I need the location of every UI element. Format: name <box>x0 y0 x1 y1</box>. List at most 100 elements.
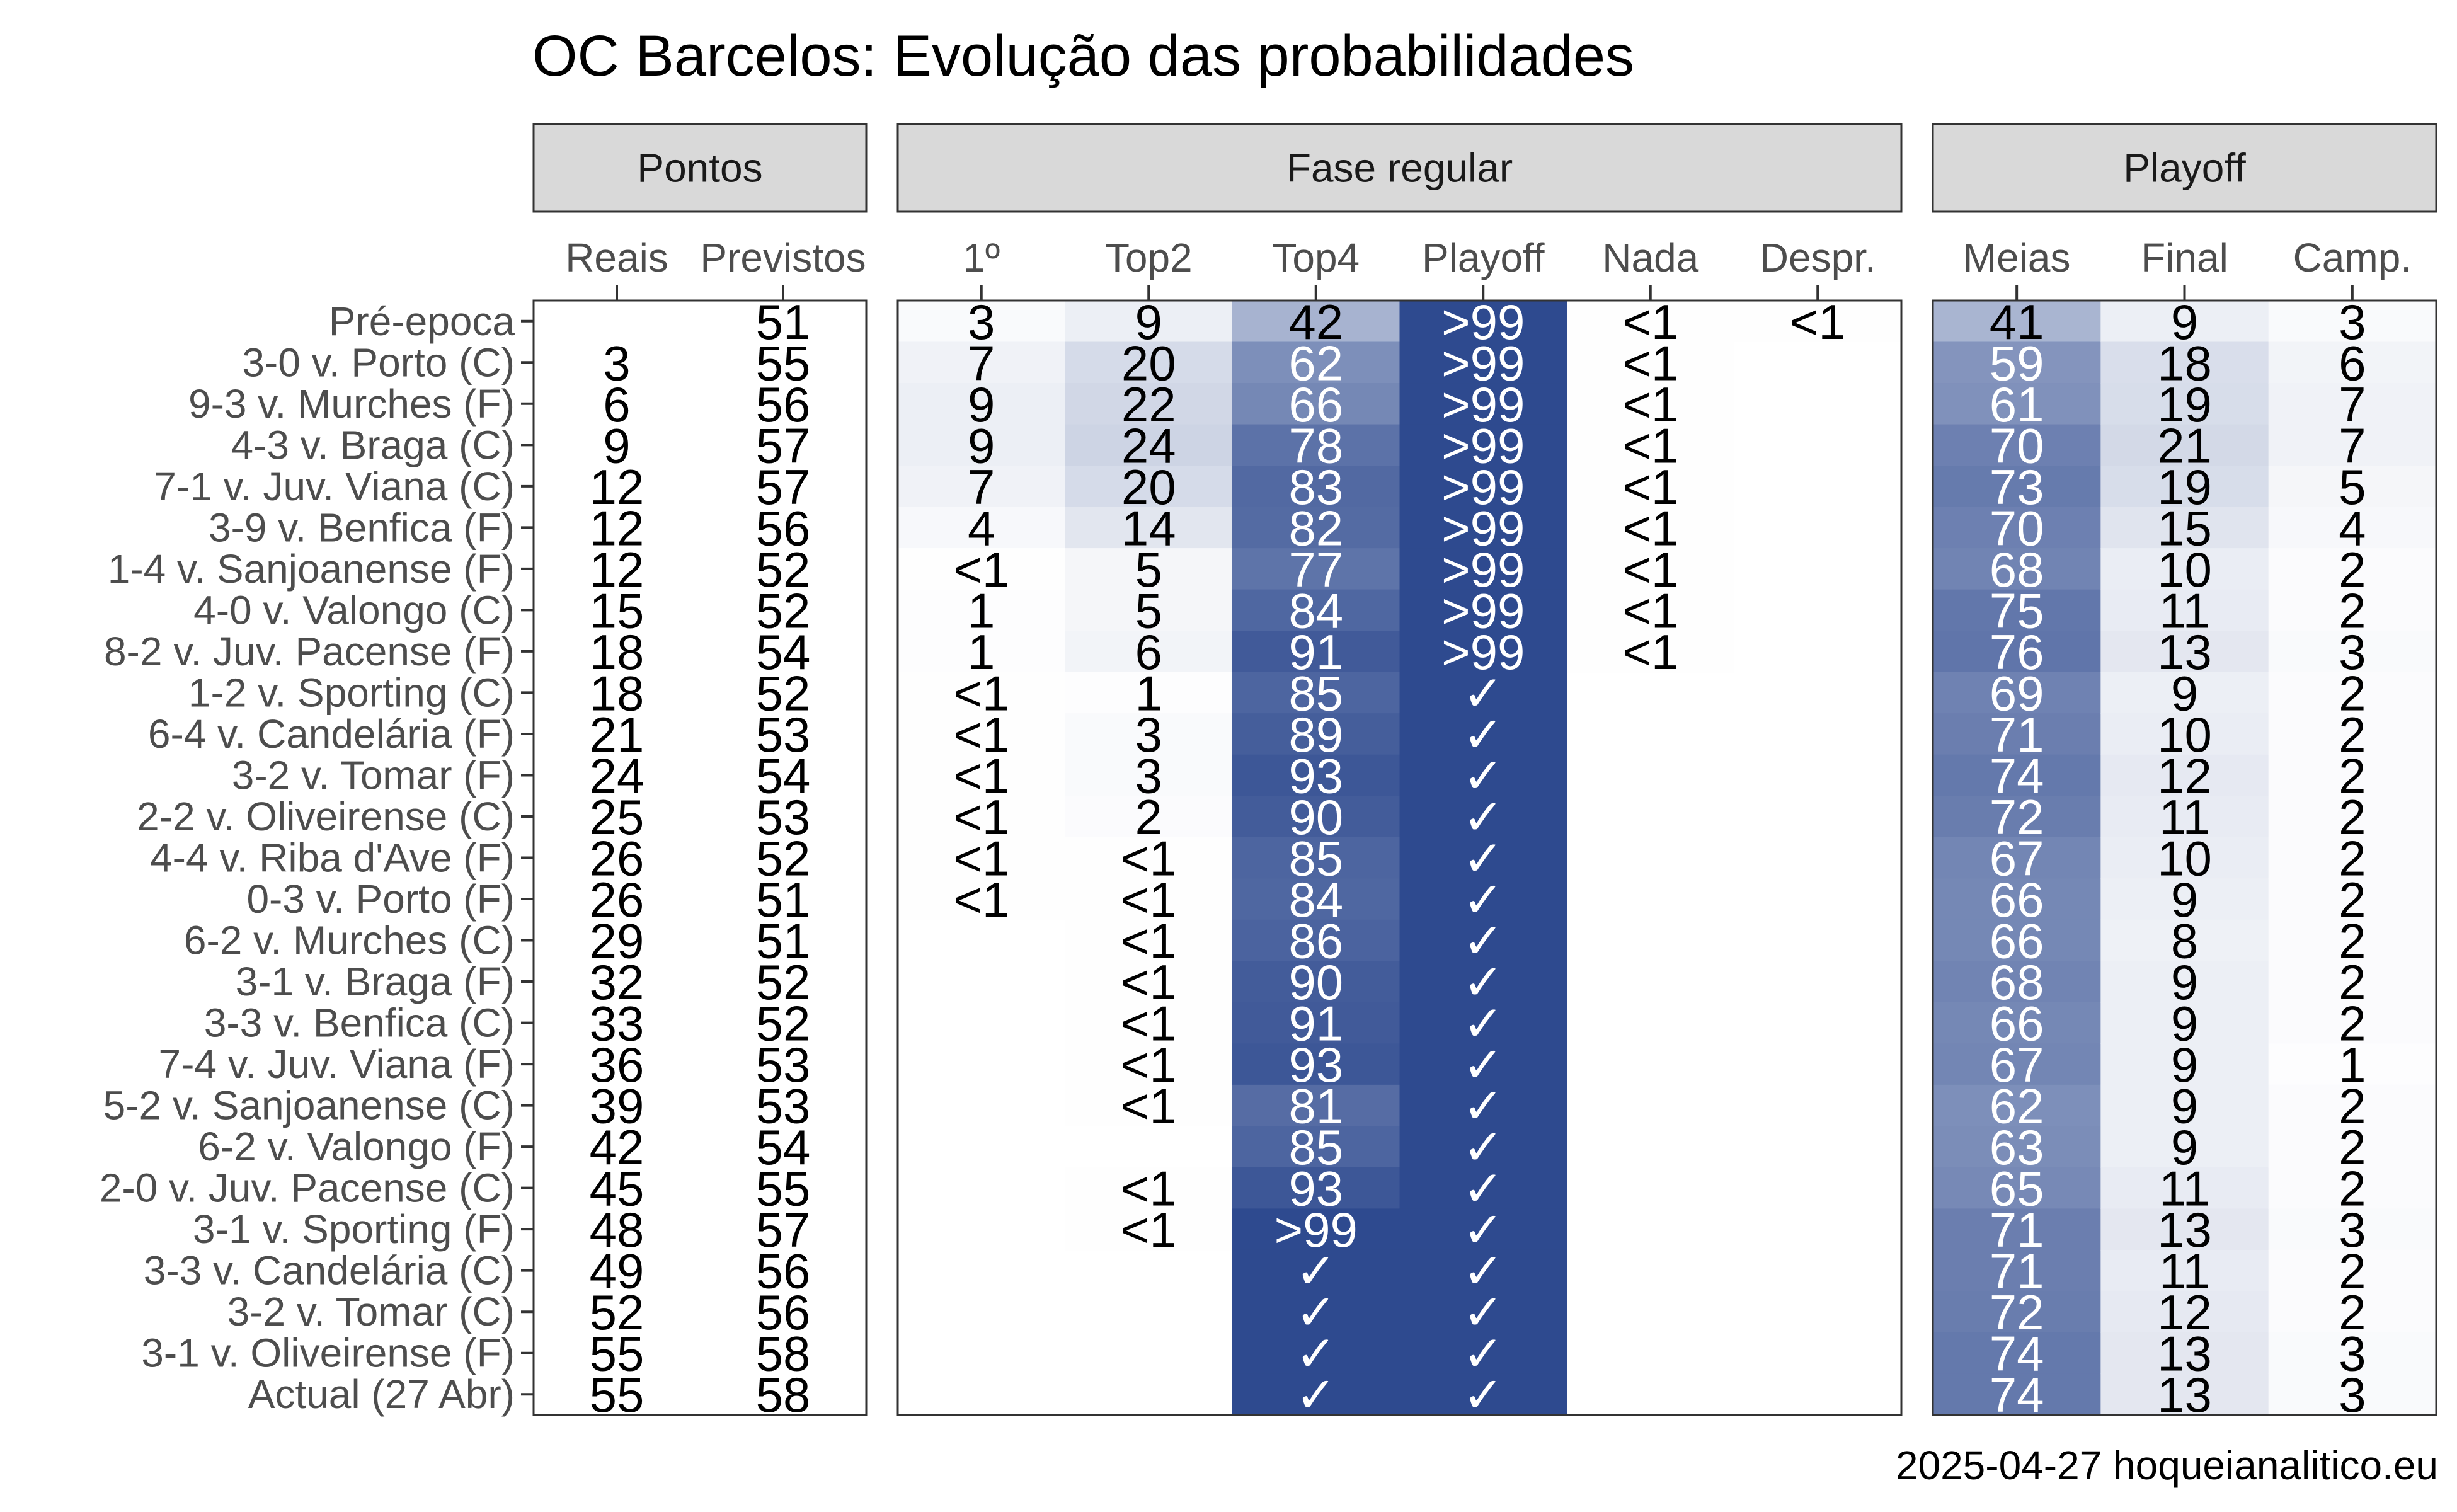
cell-label: 9 <box>968 377 995 432</box>
heat-cell <box>1065 1208 1233 1251</box>
heat-cell <box>1065 1002 1233 1044</box>
cell-label: 67 <box>1990 1037 2044 1092</box>
cell-label: 13 <box>2157 624 2212 680</box>
cell-label: ✓ <box>1463 1285 1504 1340</box>
row-label: 4-0 v. Valongo (C) <box>193 587 515 633</box>
cell-label: 9 <box>2171 872 2198 927</box>
heat-cell <box>2268 589 2437 631</box>
heat-cell <box>2100 1249 2269 1292</box>
column-label: Previstos <box>700 235 866 280</box>
heat-cell <box>1232 1043 1400 1085</box>
row-label: 9-3 v. Murches (F) <box>188 381 515 427</box>
cell-label: 7 <box>2339 377 2366 432</box>
heat-cell <box>2268 672 2437 714</box>
heat-cell <box>2100 507 2269 549</box>
heat-cell <box>2100 383 2269 425</box>
row-label: 0-3 v. Porto (F) <box>246 876 515 922</box>
cell-label: <1 <box>1622 459 1678 515</box>
heat-cell <box>2100 548 2269 590</box>
cell-label: 9 <box>968 418 995 473</box>
heat-cell <box>898 631 1066 673</box>
cell-label: 89 <box>1288 707 1343 762</box>
cell-label: ✓ <box>1463 1367 1504 1423</box>
heat-cell <box>1232 301 1400 343</box>
cell-label: 18 <box>2157 335 2212 391</box>
heat-cell <box>2100 713 2269 755</box>
cell-label: 15 <box>2157 500 2212 556</box>
panel-border <box>896 299 1903 1416</box>
heat-cell <box>2100 301 2269 343</box>
facet-strip <box>896 123 1903 213</box>
cell-label: 20 <box>1121 335 1176 391</box>
panel-2: PlayoffMeias4159617073706875766971747267… <box>1932 123 2437 1423</box>
heat-cell <box>2268 1084 2437 1126</box>
heat-cell <box>2268 1332 2437 1375</box>
heat-cell <box>2268 507 2437 549</box>
heat-cell <box>1232 589 1400 631</box>
cell-label: 3 <box>2339 1367 2366 1423</box>
heat-cell <box>1399 341 1567 384</box>
cell-label: ✓ <box>1463 707 1504 762</box>
heat-cell <box>1399 754 1567 796</box>
cell-label: >99 <box>1274 1202 1358 1257</box>
row-label: 8-2 v. Juv. Pacense (F) <box>104 629 515 674</box>
heat-cell <box>1399 1167 1567 1210</box>
heat-cell <box>1065 672 1233 714</box>
cell-label: 11 <box>2159 789 2210 845</box>
heat-cell <box>1567 466 1735 508</box>
heat-cell <box>2100 878 2269 920</box>
heat-cell <box>2268 1126 2437 1168</box>
cell-label: ✓ <box>1463 1161 1504 1217</box>
heat-cell <box>1065 919 1233 961</box>
cell-label: <1 <box>1121 1161 1177 1217</box>
cell-label: 42 <box>590 1120 644 1175</box>
heat-cell <box>1065 796 1233 838</box>
heat-cell <box>1933 961 2101 1003</box>
heat-cell <box>2268 796 2437 838</box>
heat-cell <box>1933 1291 2101 1333</box>
cell-label: ✓ <box>1463 914 1504 969</box>
heat-cell <box>1232 1084 1400 1126</box>
heat-cell <box>2100 1332 2269 1375</box>
cell-label: 67 <box>1990 831 2044 886</box>
cell-label: 5 <box>1135 542 1162 597</box>
heat-cell <box>1567 341 1735 384</box>
heat-cell <box>2100 1084 2269 1126</box>
panel-1: Fase regular1º379974<111<1<1<1<1<1<1Top2… <box>896 123 1903 1423</box>
cell-label: 21 <box>2157 418 2212 473</box>
heat-cell <box>2268 754 2437 796</box>
cell-label: 3 <box>603 335 630 391</box>
cell-label: 2 <box>2339 872 2366 927</box>
cell-label: 56 <box>756 1285 811 1340</box>
cell-label: 2 <box>2339 583 2366 638</box>
heat-cell <box>898 754 1066 796</box>
chart-caption: 2025-04-27 hoqueianalitico.eu <box>1896 1443 2438 1488</box>
heat-cell <box>1734 301 1902 343</box>
heat-cell <box>1399 383 1567 425</box>
heat-cell <box>1933 837 2101 879</box>
heat-cell <box>1933 1167 2101 1210</box>
cell-label: <1 <box>1622 335 1678 391</box>
heat-cell <box>1933 589 2101 631</box>
cell-label: 93 <box>1288 1161 1343 1217</box>
heat-cell <box>1567 589 1735 631</box>
heat-cell <box>2100 754 2269 796</box>
heat-cell <box>2268 1167 2437 1210</box>
cell-label: >99 <box>1441 294 1525 350</box>
cell-label: ✓ <box>1463 789 1504 845</box>
chart-title: OC Barcelos: Evolução das probabilidades <box>532 24 1634 88</box>
cell-label: 3 <box>1135 707 1162 762</box>
cell-label: 70 <box>1990 418 2044 473</box>
cell-label: ✓ <box>1463 831 1504 886</box>
row-label: 2-2 v. Oliveirense (C) <box>137 794 515 839</box>
heat-cell <box>1232 837 1400 879</box>
cell-label: 58 <box>756 1367 811 1423</box>
cell-label: <1 <box>1622 583 1678 638</box>
heat-cell <box>1232 466 1400 508</box>
cell-label: >99 <box>1441 377 1525 432</box>
heat-cell <box>2100 1126 2269 1168</box>
cell-label: >99 <box>1441 500 1525 556</box>
heat-cell <box>1232 878 1400 920</box>
cell-label: <1 <box>1121 954 1177 1010</box>
cell-label: ✓ <box>1463 1244 1504 1299</box>
